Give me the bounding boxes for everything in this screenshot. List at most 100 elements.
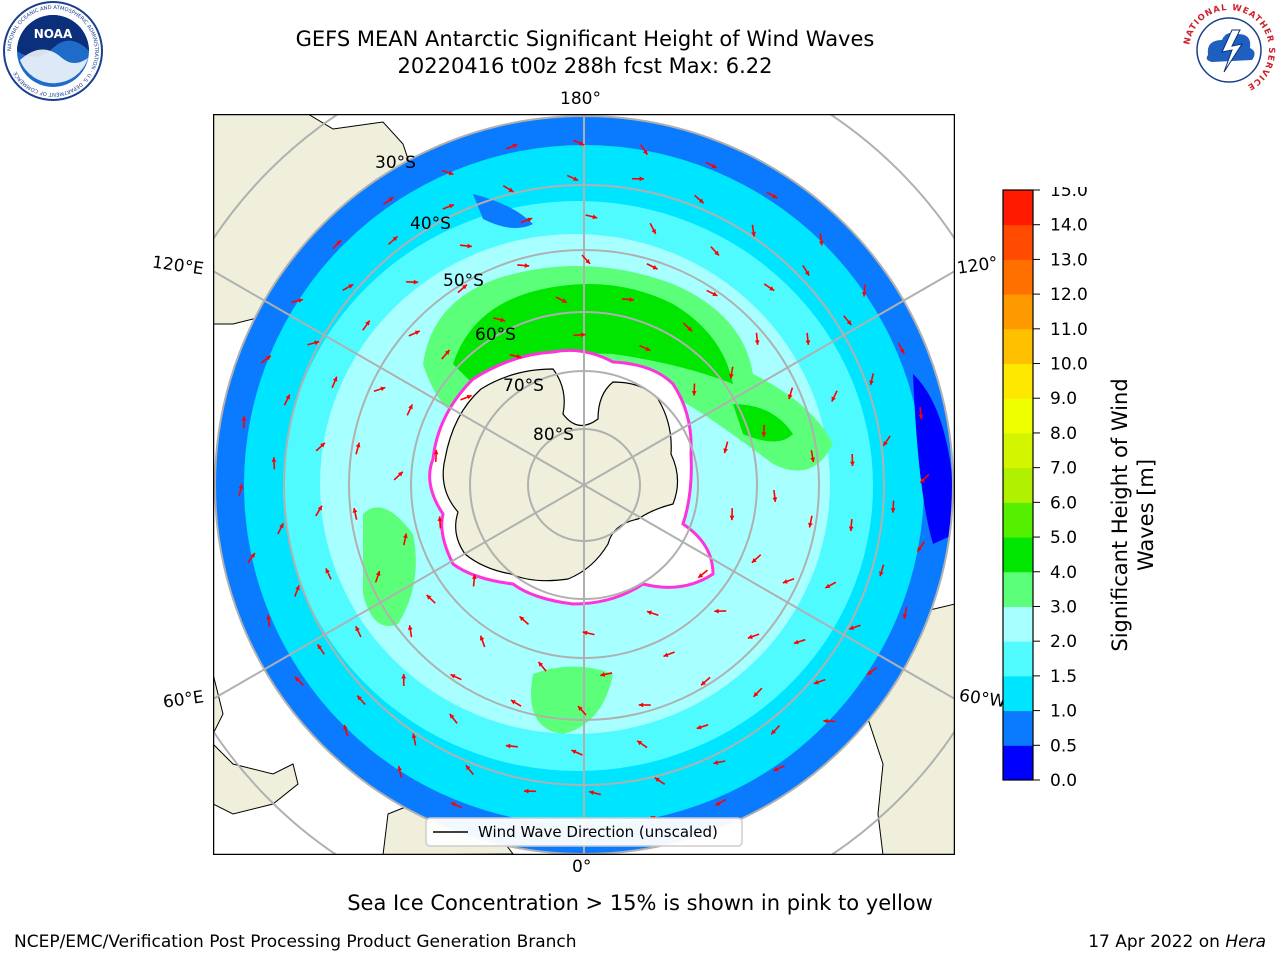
wave-direction-arrow [773, 765, 785, 772]
wave-direction-arrow [411, 733, 417, 746]
wave-direction-arrow [818, 233, 824, 246]
colorbar-tick-label: 1.5 [1050, 667, 1077, 687]
credit-left: NCEP/EMC/Verification Post Processing Pr… [14, 932, 577, 952]
colorbar-tick-label: 14.0 [1050, 216, 1088, 236]
map-subtitle: 20220416 t00z 288h fcst Max: 6.22 [397, 54, 773, 78]
wave-direction-arrow [442, 203, 455, 210]
wave-direction-arrow [902, 606, 908, 619]
wave-direction-arrow [706, 289, 718, 297]
wave-direction-arrow [636, 740, 648, 749]
sea-ice-note: Sea Ice Concentration > 15% is shown in … [347, 891, 933, 915]
wave-direction-arrow [848, 519, 854, 532]
wave-direction-arrow [869, 373, 874, 386]
wave-direction-arrow [802, 264, 810, 277]
wave-direction-arrow [649, 222, 657, 235]
colorbar-tick-label: 9.0 [1050, 389, 1077, 409]
wave-direction-arrow [460, 394, 472, 401]
wave-direction-arrow [537, 661, 547, 672]
wave-direction-arrow [374, 570, 381, 583]
colorbar-tick-label: 8.0 [1050, 424, 1077, 444]
noaa-wordmark: NOAA [34, 27, 73, 41]
wave-direction-arrow [505, 743, 518, 749]
wave-direction-arrow [426, 594, 436, 604]
colorbar-tick-label: 0.0 [1050, 771, 1077, 787]
wave-direction-arrow [283, 394, 291, 406]
wave-direction-arrow [471, 574, 477, 587]
wave-direction-arrow [343, 724, 349, 737]
wave-direction-arrow [355, 442, 361, 455]
wave-direction-arrow [663, 651, 675, 658]
wave-direction-arrow [747, 633, 760, 639]
wave-direction-arrow [408, 330, 421, 337]
colorbar-tick-label: 5.0 [1050, 528, 1077, 548]
wave-direction-arrow [761, 424, 767, 437]
wave-direction-arrow [751, 224, 756, 237]
noaa-logo: NATIONAL OCEANIC AND ATMOSPHERIC ADMINIS… [3, 1, 103, 101]
wave-direction-arrow [509, 353, 522, 359]
colorbar-swatch [1003, 641, 1033, 677]
wave-direction-arrow [505, 143, 518, 150]
wave-direction-arrow [710, 246, 720, 257]
wave-direction-arrow [831, 390, 838, 402]
colorbar-swatch [1003, 398, 1033, 434]
wave-direction-arrow [520, 217, 533, 224]
wave-direction-arrow [307, 340, 320, 346]
wave-direction-arrow [401, 674, 407, 687]
wave-direction-arrow [566, 174, 579, 182]
colorbar-swatch [1003, 224, 1033, 260]
colorbar-swatch [1003, 363, 1033, 399]
wave-direction-arrow [518, 615, 530, 625]
colorbar-tick-label: 1.0 [1050, 702, 1077, 722]
graticule [213, 114, 955, 855]
colorbar-tick-label: 6.0 [1050, 493, 1077, 513]
wave-direction-arrow [277, 522, 284, 535]
wave-direction-arrow [441, 349, 451, 360]
map-title: GEFS MEAN Antarctic Significant Height o… [295, 27, 875, 51]
colorbar-swatch [1003, 606, 1033, 642]
wave-direction-arrow [713, 760, 726, 765]
wave-direction-arrow [241, 416, 247, 429]
wave-direction-arrow [823, 718, 836, 724]
wave-direction-arrow [640, 144, 649, 156]
wave-direction-arrow [581, 254, 591, 265]
wave-direction-arrow [766, 191, 778, 199]
wave-direction-arrow [573, 332, 586, 338]
wave-direction-arrow [457, 284, 468, 294]
colorbar-swatch [1003, 675, 1033, 712]
wave-direction-arrow [751, 554, 762, 564]
wave-direction-arrow [916, 541, 925, 553]
wind-wave-direction-arrows [238, 139, 930, 831]
wave-direction-arrow [524, 788, 537, 794]
wave-direction-arrow [810, 450, 816, 463]
colorbar-label-line1: Significant Height of Wind [1108, 378, 1132, 651]
wave-direction-arrow [315, 442, 326, 452]
wave-direction-arrow [588, 790, 601, 796]
lat-label-80s: 80°S [533, 425, 574, 445]
wave-direction-arrow [770, 725, 781, 735]
wave-direction-arrow [729, 366, 734, 379]
wave-direction-arrow [373, 386, 386, 393]
wave-direction-arrow [325, 568, 332, 580]
wave-direction-arrow [238, 483, 244, 496]
wave-direction-arrow [316, 643, 325, 655]
wave-direction-arrow [646, 610, 659, 617]
wave-direction-arrow [691, 383, 697, 396]
wave-direction-arrow [362, 320, 371, 331]
wave-direction-arrow [393, 471, 404, 481]
wave-direction-arrow [782, 577, 795, 584]
lat-label-40s: 40°S [410, 214, 451, 234]
lon-label-120w: 120° [955, 253, 1000, 279]
wave-direction-arrow [897, 342, 905, 355]
lat-label-50s: 50°S [443, 271, 484, 291]
wave-direction-arrow [342, 283, 354, 292]
wave-direction-arrow [356, 695, 366, 706]
wave-direction-arrow [331, 376, 338, 389]
wave-direction-arrow [294, 676, 304, 687]
wave-direction-arrow [437, 516, 443, 529]
wave-direction-arrow [705, 161, 718, 169]
wave-direction-arrow [808, 515, 813, 528]
colorbar-tick-label: 11.0 [1050, 320, 1088, 340]
wave-direction-arrow [752, 687, 763, 698]
wave-direction-arrow [397, 765, 403, 778]
wave-direction-arrow [247, 552, 256, 564]
